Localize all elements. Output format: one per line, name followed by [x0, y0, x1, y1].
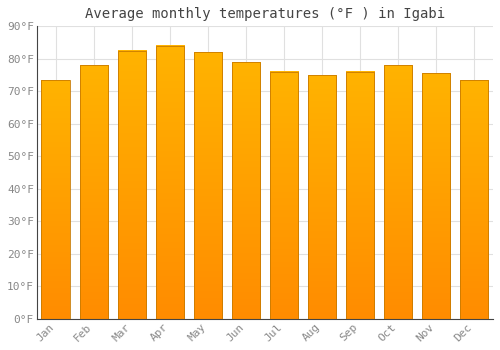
Bar — [118, 51, 146, 319]
Bar — [270, 72, 298, 319]
Bar — [118, 51, 146, 319]
Bar — [156, 46, 184, 319]
Bar — [422, 74, 450, 319]
Bar — [42, 80, 70, 319]
Bar — [308, 75, 336, 319]
Bar — [194, 52, 222, 319]
Bar — [194, 52, 222, 319]
Bar — [232, 62, 260, 319]
Bar — [156, 46, 184, 319]
Bar — [80, 65, 108, 319]
Bar — [80, 65, 108, 319]
Title: Average monthly temperatures (°F ) in Igabi: Average monthly temperatures (°F ) in Ig… — [85, 7, 445, 21]
Bar — [384, 65, 412, 319]
Bar — [460, 80, 488, 319]
Bar — [270, 72, 298, 319]
Bar — [232, 62, 260, 319]
Bar — [308, 75, 336, 319]
Bar — [422, 74, 450, 319]
Bar — [346, 72, 374, 319]
Bar — [460, 80, 488, 319]
Bar — [42, 80, 70, 319]
Bar — [346, 72, 374, 319]
Bar — [384, 65, 412, 319]
